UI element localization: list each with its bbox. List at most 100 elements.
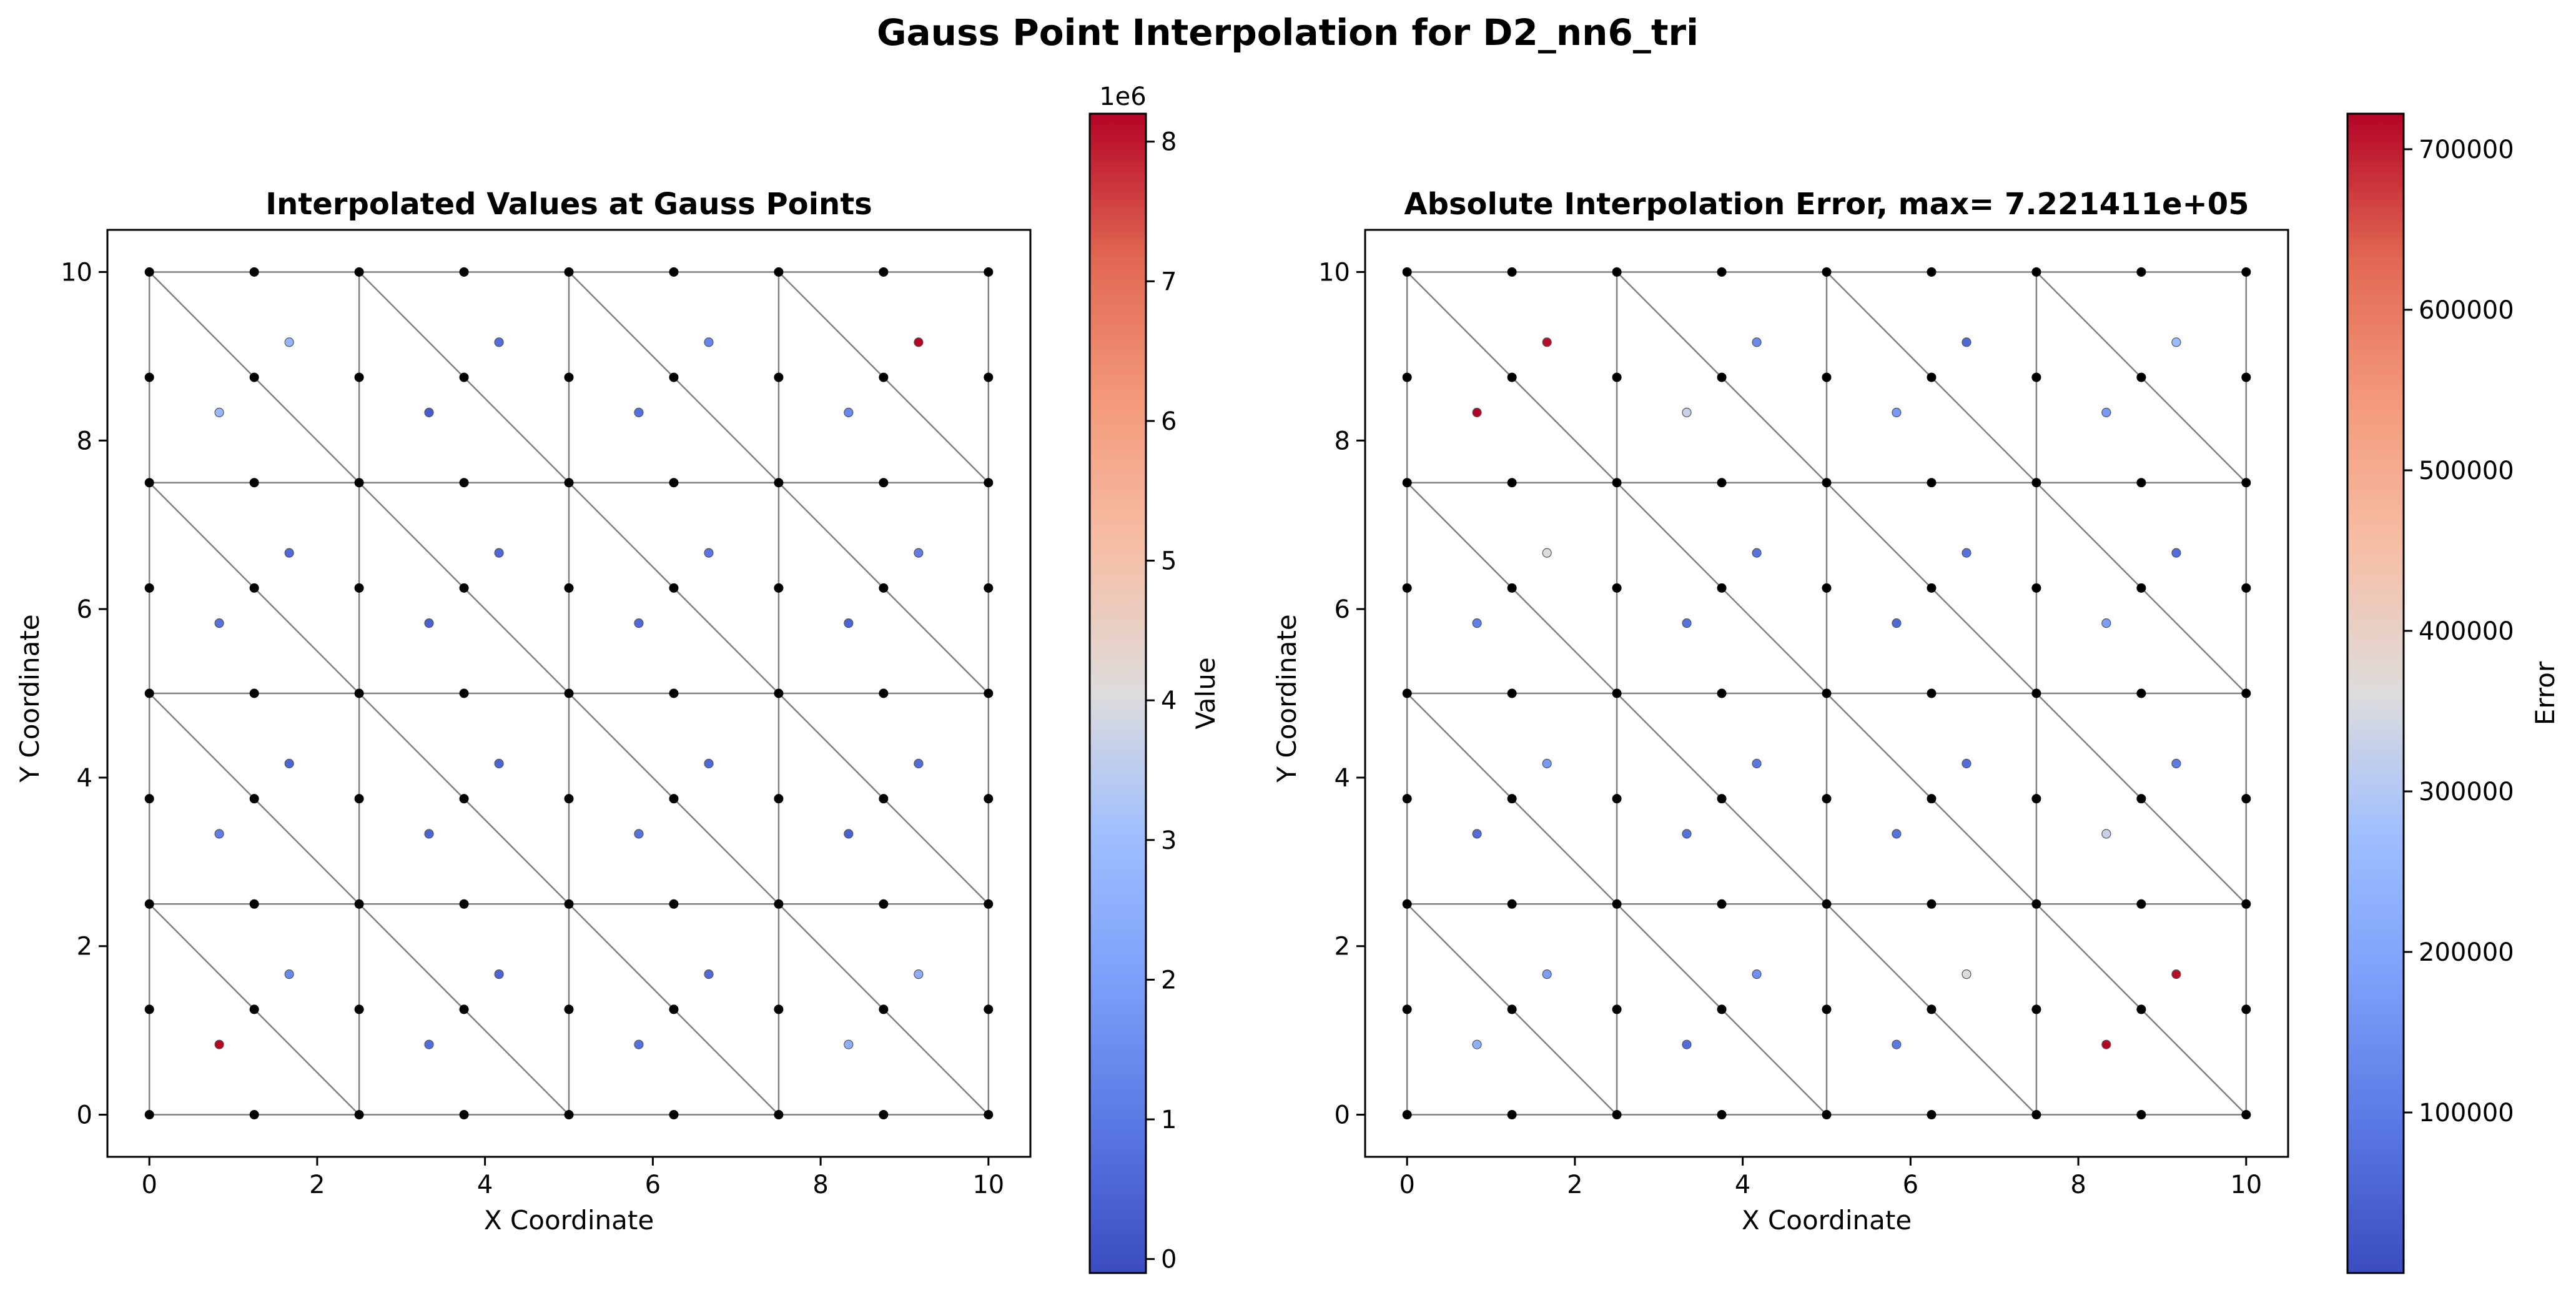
gauss-point xyxy=(1962,548,1971,558)
mesh-node xyxy=(2031,583,2041,593)
gauss-point xyxy=(214,829,224,839)
gauss-point xyxy=(214,1039,224,1049)
x-tick-label: 6 xyxy=(1903,1171,1918,1199)
y-tick-label: 8 xyxy=(1335,427,1350,455)
gauss-point xyxy=(424,618,434,628)
mesh-node xyxy=(2031,372,2041,382)
y-tick-label: 2 xyxy=(77,933,92,961)
mesh-node xyxy=(984,794,994,804)
x-tick-label: 10 xyxy=(2230,1171,2262,1199)
gauss-point xyxy=(1892,829,1902,839)
mesh-node xyxy=(249,372,259,382)
colorbar-2-ticks: 100000 200000 300000 400000 500000 600000 7000… xyxy=(2404,136,2514,1127)
mesh-node xyxy=(1717,583,1727,593)
mesh-node xyxy=(249,267,259,277)
gauss-point xyxy=(424,407,434,417)
gauss-point xyxy=(1962,758,1971,768)
mesh-node xyxy=(984,267,994,277)
gauss-point xyxy=(1682,829,1692,839)
mesh-node xyxy=(2136,583,2146,593)
mesh-node xyxy=(564,899,574,909)
mesh-node xyxy=(774,688,784,698)
x-tick-label: 8 xyxy=(2070,1171,2086,1199)
mesh-node xyxy=(1927,583,1937,593)
panel-1-gauss-points xyxy=(214,337,924,1049)
mesh-node xyxy=(2031,267,2041,277)
colorbar-tick-label: 6 xyxy=(1161,407,1177,436)
mesh-node xyxy=(1402,372,1412,382)
mesh-node xyxy=(984,688,994,698)
mesh-node xyxy=(2136,267,2146,277)
mesh-node xyxy=(249,1110,259,1120)
mesh-node xyxy=(564,688,574,698)
mesh-node xyxy=(1507,1110,1517,1120)
y-tick-label: 0 xyxy=(77,1101,92,1130)
mesh-node xyxy=(1927,1110,1937,1120)
colorbar-tick-label: 4 xyxy=(1161,686,1177,715)
gauss-point xyxy=(2101,618,2111,628)
gauss-point xyxy=(2171,758,2181,768)
gauss-point xyxy=(424,1039,434,1049)
x-tick-label: 6 xyxy=(645,1171,661,1199)
mesh-node xyxy=(2031,899,2041,909)
mesh-node xyxy=(669,899,679,909)
y-tick-label: 4 xyxy=(77,764,92,793)
mesh-node xyxy=(669,1110,679,1120)
x-tick-label: 4 xyxy=(477,1171,493,1199)
gauss-point xyxy=(1892,618,1902,628)
gauss-point xyxy=(424,829,434,839)
y-tick-label: 8 xyxy=(77,427,92,455)
colorbar-tick-label: 300000 xyxy=(2419,778,2514,806)
mesh-node xyxy=(564,1004,574,1014)
panel-1-xlabel: X Coordinate xyxy=(484,1205,654,1236)
mesh-node xyxy=(1507,372,1517,382)
mesh-node xyxy=(1927,688,1937,698)
mesh-node xyxy=(1927,899,1937,909)
mesh-node xyxy=(2136,688,2146,698)
mesh-node xyxy=(459,899,469,909)
gauss-point xyxy=(634,407,644,417)
mesh-node xyxy=(1717,1004,1727,1014)
colorbar-tick-label: 3 xyxy=(1161,826,1177,855)
y-tick-label: 10 xyxy=(61,258,92,287)
mesh-node xyxy=(564,583,574,593)
colorbar-1-label: Value xyxy=(1190,657,1221,729)
gauss-point xyxy=(914,337,924,347)
mesh-node xyxy=(1402,899,1412,909)
mesh-node xyxy=(2241,372,2251,382)
gauss-point xyxy=(284,337,294,347)
mesh-node xyxy=(1717,478,1727,488)
colorbar-2-label: Error xyxy=(2530,661,2560,725)
gauss-point xyxy=(494,548,504,558)
colorbar-tick-label: 8 xyxy=(1161,128,1177,157)
mesh-node xyxy=(459,688,469,698)
colorbar-tick-label: 7 xyxy=(1161,267,1177,296)
y-tick-label: 6 xyxy=(77,595,92,624)
mesh-node xyxy=(249,688,259,698)
mesh-node xyxy=(1507,899,1517,909)
gauss-point xyxy=(844,407,854,417)
mesh-node xyxy=(774,794,784,804)
mesh-node xyxy=(2031,794,2041,804)
mesh-node xyxy=(2241,899,2251,909)
panel-1-title: Interpolated Values at Gauss Points xyxy=(265,187,872,222)
mesh-node xyxy=(879,1004,889,1014)
gauss-point xyxy=(1962,337,1971,347)
mesh-node xyxy=(1402,688,1412,698)
panel-1-ylabel: Y Coordinate xyxy=(14,614,45,783)
gauss-point xyxy=(1542,758,1552,768)
gauss-point xyxy=(914,758,924,768)
mesh-node xyxy=(1507,583,1517,593)
gauss-point xyxy=(2171,548,2181,558)
mesh-node xyxy=(1612,372,1622,382)
mesh-node xyxy=(984,1004,994,1014)
mesh-node xyxy=(1822,583,1832,593)
mesh-node xyxy=(2136,1110,2146,1120)
mesh-node xyxy=(459,1110,469,1120)
x-tick-label: 2 xyxy=(1567,1171,1582,1199)
colorbar-tick-label: 1 xyxy=(1161,1106,1177,1134)
x-tick-label: 0 xyxy=(1399,1171,1414,1199)
mesh-node xyxy=(1507,794,1517,804)
mesh-node xyxy=(1507,267,1517,277)
panel-2-nodes xyxy=(1402,267,2251,1120)
